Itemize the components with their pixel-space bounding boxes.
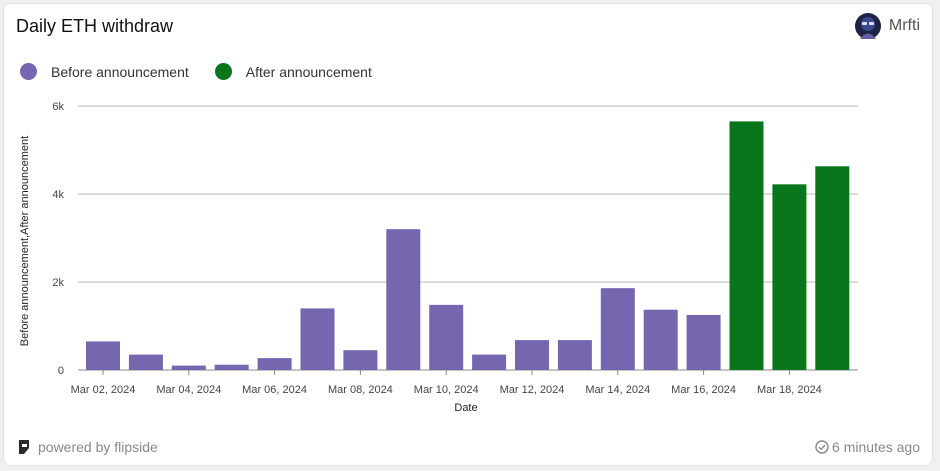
y-axis-label: Before announcement,After announcement: [19, 136, 31, 346]
y-tick-label: 6k: [52, 101, 64, 113]
legend-label-before: Before announcement: [51, 63, 189, 80]
bar[interactable]: [86, 341, 120, 370]
bar[interactable]: [686, 315, 721, 370]
y-tick-label: 2k: [52, 277, 64, 289]
legend-dot-after: [214, 63, 232, 80]
x-tick-label: Mar 12, 2024: [500, 384, 565, 396]
chart-title: Daily ETH withdraw: [16, 16, 174, 36]
legend-label-after: After announcement: [245, 63, 372, 80]
x-tick-label: Mar 08, 2024: [328, 384, 393, 396]
y-tick-label: 0: [58, 365, 64, 377]
x-tick-label: Mar 16, 2024: [671, 384, 736, 396]
y-tick-label: 4k: [52, 189, 64, 201]
author-name: Mrfti: [888, 17, 920, 34]
bar[interactable]: [343, 350, 378, 370]
last-updated-text: 6 minutes ago: [832, 439, 920, 455]
x-tick-label: Mar 06, 2024: [242, 384, 307, 396]
bar[interactable]: [815, 166, 850, 370]
bar[interactable]: [300, 308, 335, 370]
author-badge[interactable]: Mrfti: [854, 13, 920, 39]
x-axis-label: Date: [454, 402, 477, 414]
x-tick-label: Mar 14, 2024: [585, 384, 650, 396]
powered-by-text: powered by flipside: [38, 439, 158, 455]
bar[interactable]: [772, 184, 807, 370]
bar[interactable]: [643, 309, 678, 370]
bar[interactable]: [600, 288, 635, 370]
x-tick-label: Mar 10, 2024: [414, 384, 479, 396]
chart-legend: Before announcement After announcement: [20, 63, 398, 80]
bar[interactable]: [128, 354, 163, 370]
avatar-icon: [854, 13, 881, 39]
bar[interactable]: [257, 358, 292, 370]
bar[interactable]: [214, 364, 249, 370]
last-updated: 6 minutes ago: [815, 439, 920, 455]
bar[interactable]: [429, 304, 464, 370]
x-tick-label: Mar 18, 2024: [757, 384, 822, 396]
legend-item-before[interactable]: Before announcement: [20, 63, 189, 80]
bar[interactable]: [729, 121, 764, 371]
bar[interactable]: [557, 340, 592, 370]
bar[interactable]: [171, 365, 206, 370]
flipside-logo-icon: [19, 440, 29, 454]
bar[interactable]: [386, 229, 421, 370]
bar[interactable]: [515, 340, 549, 370]
x-tick-label: Mar 04, 2024: [156, 384, 221, 396]
x-tick-label: Mar 02, 2024: [71, 384, 136, 396]
powered-by[interactable]: powered by flipside: [16, 439, 158, 455]
bar[interactable]: [472, 354, 507, 370]
legend-item-after[interactable]: After announcement: [214, 63, 372, 80]
legend-dot-before: [20, 63, 37, 80]
check-circle-icon: [815, 440, 829, 454]
